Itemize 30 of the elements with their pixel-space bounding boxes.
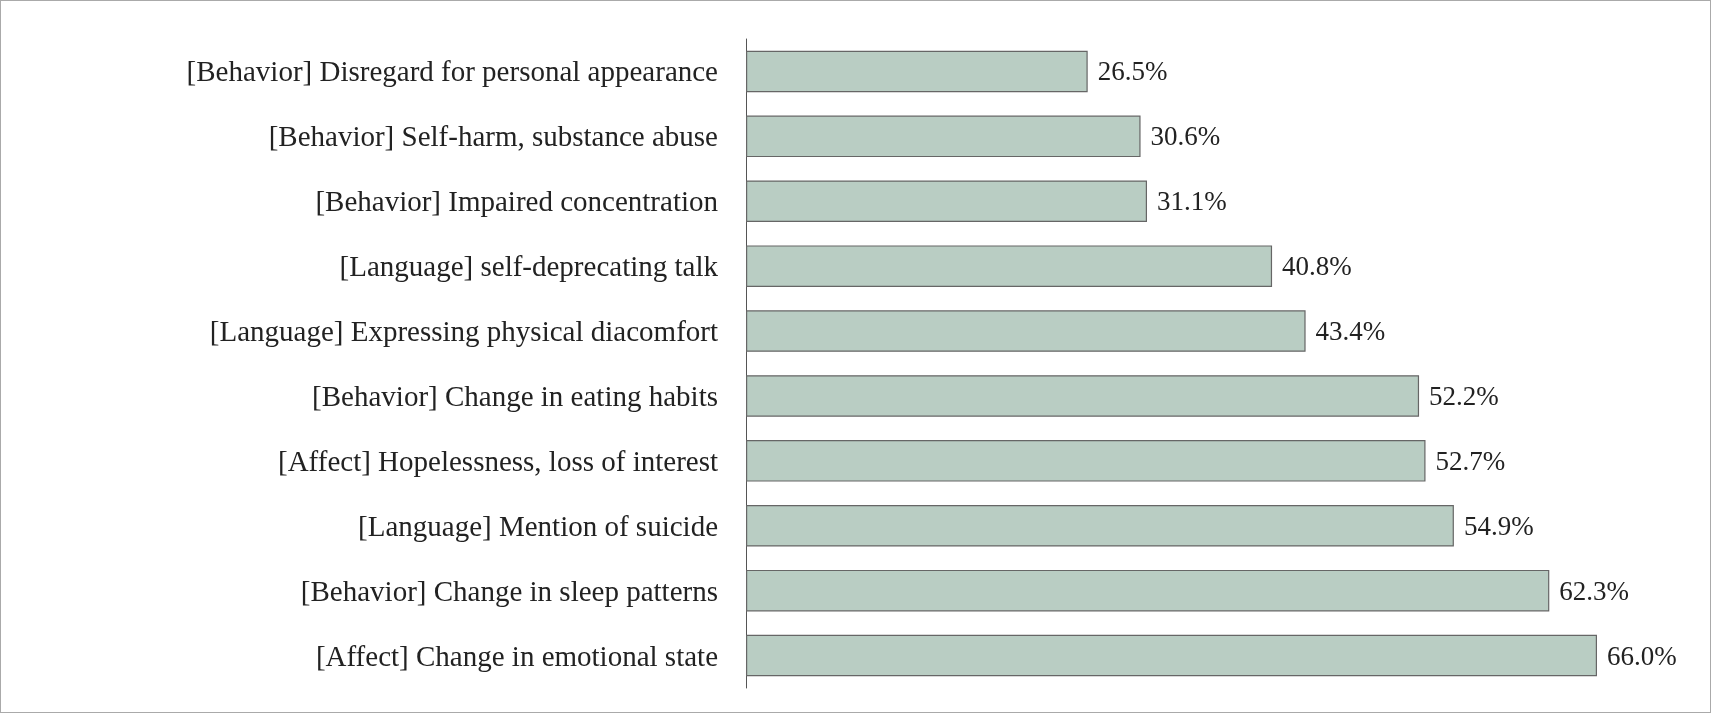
y-tick-label: [Behavior] Change in sleep patterns <box>300 574 718 607</box>
data-label: 30.6% <box>1150 121 1221 152</box>
data-label: 62.3% <box>1559 575 1630 606</box>
bar <box>746 180 1147 223</box>
data-label: 52.7% <box>1435 445 1506 476</box>
bar <box>746 375 1420 417</box>
bar <box>746 569 1550 612</box>
data-label: 52.2% <box>1429 380 1499 411</box>
y-tick-label: [Behavior] Self-harm, substance abuse <box>268 120 718 153</box>
bar <box>746 440 1426 482</box>
data-label: 26.5% <box>1097 56 1168 87</box>
y-tick-label: [Language] self-deprecating talk <box>339 250 719 283</box>
y-tick-label: [Affect] Change in emotional state <box>315 639 718 672</box>
y-tick-label: [Behavior] Disregard for personal appearance <box>186 55 718 88</box>
y-tick-label: [Behavior] Change in eating habits <box>312 379 718 412</box>
bar <box>746 634 1597 677</box>
data-label: 54.9% <box>1463 510 1534 541</box>
bar <box>746 50 1088 93</box>
data-label: 66.0% <box>1607 640 1677 671</box>
bar <box>746 504 1454 547</box>
y-tick-label: [Behavior] Impaired concentration <box>315 185 719 218</box>
data-label: 40.8% <box>1282 251 1352 282</box>
bar <box>746 310 1306 352</box>
data-label: 31.1% <box>1157 186 1227 217</box>
y-tick-label: [Affect] Hopelessness, loss of interest <box>278 444 718 477</box>
y-tick-label: [Language] Expressing physical diacomfort <box>209 315 718 348</box>
bar <box>746 115 1141 158</box>
data-label: 43.4% <box>1315 316 1386 347</box>
y-tick-label: [Language] Mention of suicide <box>358 509 718 542</box>
bar <box>746 245 1273 287</box>
